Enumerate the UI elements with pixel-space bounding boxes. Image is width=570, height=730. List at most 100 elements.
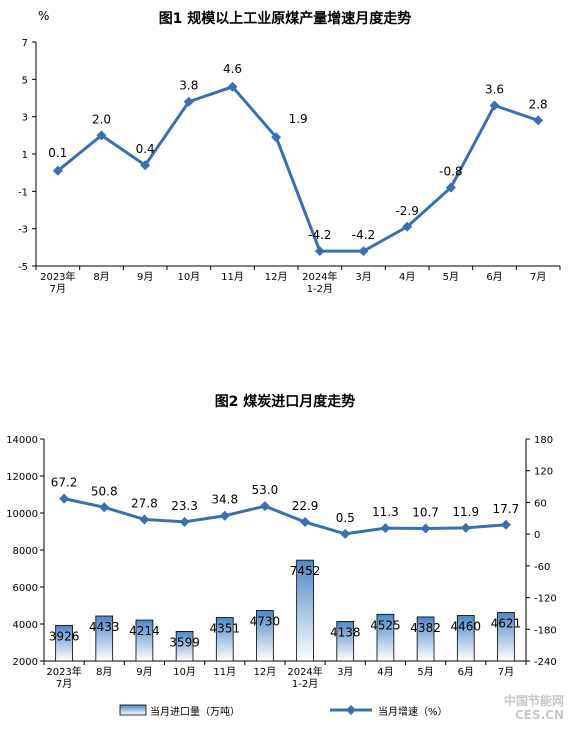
chart2-x-tick-label: 10月 [173,666,196,678]
chart2-growth-label: 34.8 [211,493,238,507]
chart2-right-tick-label: 180 [534,435,553,446]
chart1-data-label: 2.0 [92,112,111,126]
chart2-growth-label: 11.9 [452,505,479,519]
chart2-bar [215,617,234,662]
chart2-bar-label: 4214 [129,624,160,638]
chart2-bar [55,624,73,662]
chart2-growth-label: 53.0 [252,483,279,497]
chart2-bar-label: 4138 [330,625,361,639]
chart1-data-label: -2.9 [395,204,418,218]
chart1-data-label: 2.8 [529,97,548,111]
chart2-bar [95,615,114,662]
chart1-x-tick-label: 5月 [443,271,459,283]
chart2-bar-label: 4525 [370,618,401,632]
chart1-data-label: 0.1 [48,146,67,160]
chart1-x-tick-label: 8月 [93,271,109,283]
chart2-growth-label: 50.8 [91,484,118,498]
chart2-growth-point [300,517,311,528]
chart2-growth-line [63,497,507,536]
chart2-left-tick-label: 10000 [6,509,38,520]
chart1-y-tick-label: -5 [18,262,28,273]
chart2-growth-label: 27.8 [131,496,158,510]
chart1-series-line [56,85,539,253]
chart2-growth-point [380,523,391,534]
chart2-title: 图2 煤炭进口月度走势 [214,394,356,410]
chart1-point [227,81,238,92]
chart2-x-tick-label: 2023年 7月 [46,665,81,690]
chart2-growth-point [500,519,511,530]
chart2-x-tick-label: 3月 [337,666,353,678]
chart1-data-label: -4.2 [308,228,331,242]
chart2-growth-point [259,501,270,512]
chart1-y-tick-label: -1 [18,187,28,198]
chart2-growth-point [99,502,110,513]
chart2-left-tick-label: 12000 [6,472,38,483]
chart1-title: 图1 规模以上工业原煤产量增速月度走势 [158,11,412,27]
watermark-logo: 中国节能网 CES.CN [504,694,564,722]
chart1-y-unit: % [38,9,50,23]
chart1-data-label: 4.6 [223,62,242,76]
chart2-bar-label: 4382 [410,621,441,635]
chart1-x-tick-label: 12月 [265,271,288,283]
chart1-x-tick-label: 4月 [399,271,415,283]
chart2-legend-line-marker [346,705,356,715]
chart2-growth-point [460,522,471,533]
chart2-right-tick-label: -120 [534,594,557,605]
chart2-x-tick-label: 9月 [136,666,152,678]
chart2-x-tick-label: 6月 [458,666,474,678]
chart1-y-tick-label: 7 [22,38,28,49]
chart2-growth-point [420,523,431,534]
chart2-right-tick-label: -60 [534,562,550,573]
watermark-line2: CES.CN [514,708,564,722]
chart1-point [271,132,282,143]
chart1-data-label: 0.4 [136,142,155,156]
chart1-point [96,130,107,141]
chart1-data-label: 3.6 [485,82,504,96]
chart2-bar-label: 3599 [169,635,200,649]
chart1-x-tick-label: 9月 [137,271,153,283]
chart2-growth-label: 0.5 [336,511,355,525]
chart2-bar-label: 4433 [89,620,120,634]
chart2-x-tick-label: 8月 [96,666,112,678]
chart1-x-tick-label: 2023年 7月 [40,270,75,295]
chart2-legend-line-label: 当月增速（%） [378,705,448,718]
chart1-data-label: -0.8 [439,165,462,179]
chart2-plot: 2000 4000 6000 8000 10000 12000 14000 -240 -180 -… [6,435,557,718]
chart1-point [183,96,194,107]
chart2-right-tick-label: 120 [534,467,553,478]
chart2-left-tick-label: 8000 [13,546,38,557]
chart1-plot: -5 -3 -1 1 3 5 7 2023年 7月 8月 9月 10月 11月 12月 2024年 1-2月 3… [18,38,561,295]
chart1-data-label: -4.2 [352,228,375,242]
chart2-right-tick-label: 0 [534,530,540,541]
chart2-growth-label: 23.3 [171,499,198,513]
chart2-right-tick-label: -180 [534,625,557,636]
chart1-point [533,115,544,126]
chart2-growth-point [139,514,150,525]
chart1-y-tick-label: -3 [18,225,28,236]
chart2-bar-label: 4730 [250,614,281,628]
chart1-x-tick-label: 6月 [486,271,502,283]
chart2-bar [456,615,475,662]
chart2-growth-label: 11.3 [372,505,399,519]
chart2-bar-label: 4351 [209,622,240,636]
chart2-x-tick-label: 12月 [254,666,277,678]
chart1-point [314,246,325,257]
chart1-point [402,221,413,232]
chart2-left-tick-label: 4000 [13,620,38,631]
chart2-x-tick-label: 4月 [377,666,393,678]
chart1-x-tick-label: 3月 [355,271,371,283]
chart2-growth-label: 67.2 [51,476,78,490]
chart2-right-tick-label: 60 [534,498,547,509]
chart2-growth-label: 17.7 [493,502,520,516]
chart2-left-tick-label: 2000 [13,657,38,668]
chart1-x-tick-label: 7月 [530,271,546,283]
chart2-growth-label: 10.7 [412,505,439,519]
chart1-y-tick-label: 3 [22,113,28,124]
chart2-bar [135,619,154,662]
chart2-growth-label: 22.9 [292,499,319,513]
chart2-bar [376,613,395,662]
chart2-bar [416,616,435,662]
chart-coal-imports: 图2 煤炭进口月度走势 2000 4000 6000 8000 10000 12000 14… [0,385,570,730]
chart2-left-tick-label: 6000 [13,583,38,594]
chart1-data-label: 3.8 [179,79,198,93]
